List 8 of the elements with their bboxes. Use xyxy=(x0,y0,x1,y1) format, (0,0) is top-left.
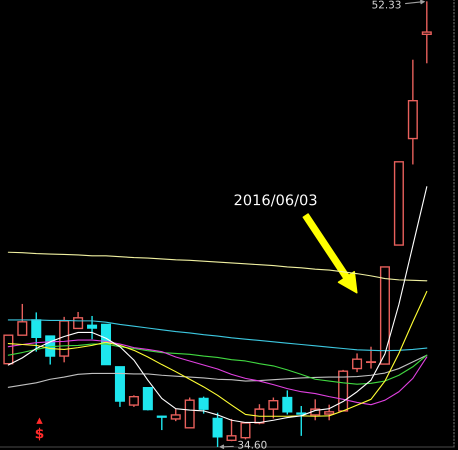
annotation: 2016/06/03 xyxy=(234,194,316,207)
candlestick xyxy=(422,0,432,64)
candlestick xyxy=(408,59,418,166)
annotation: 52.33 xyxy=(372,0,401,9)
candlestick xyxy=(87,315,98,340)
annotation: $ xyxy=(36,428,44,440)
candlestick xyxy=(31,312,42,352)
annotation: 34.60 xyxy=(238,440,267,449)
